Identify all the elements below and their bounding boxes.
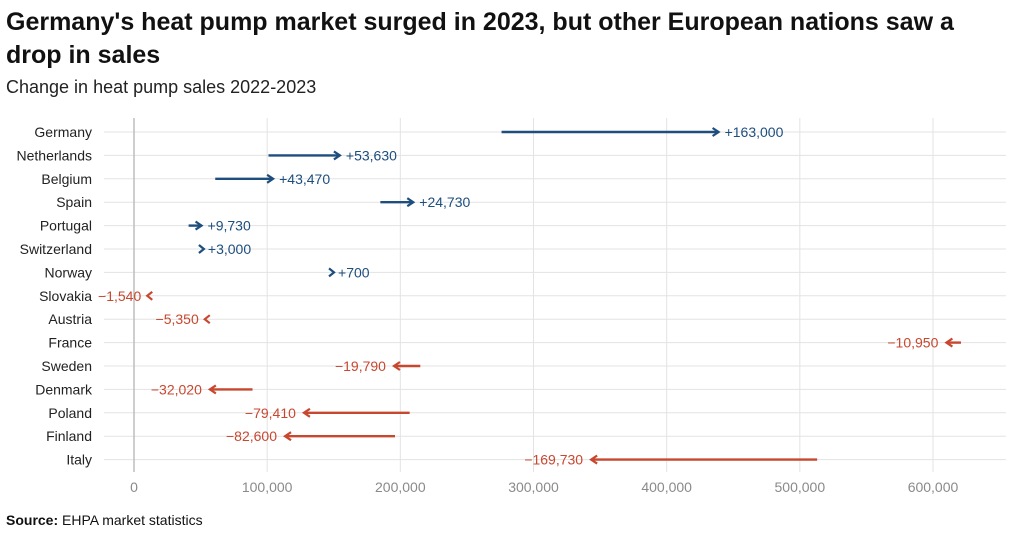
category-label: Switzerland xyxy=(20,241,92,257)
source-label: Source: xyxy=(6,512,59,528)
value-label: +3,000 xyxy=(208,241,251,257)
category-label: Netherlands xyxy=(17,147,93,163)
value-label: +163,000 xyxy=(725,124,784,140)
category-label: Belgium xyxy=(41,171,92,187)
category-label: Portugal xyxy=(40,218,92,234)
value-label: +700 xyxy=(338,264,370,280)
arrow-mark xyxy=(198,244,206,254)
value-label: −32,020 xyxy=(151,381,202,397)
category-label: Sweden xyxy=(41,358,92,374)
value-label: −10,950 xyxy=(887,335,938,351)
value-label: +43,470 xyxy=(279,171,330,187)
arrow-mark xyxy=(145,290,153,301)
x-tick-label: 600,000 xyxy=(908,479,959,495)
arrow-mark xyxy=(203,314,211,325)
value-label: +9,730 xyxy=(208,218,251,234)
gridlines xyxy=(104,118,1006,472)
value-label: −79,410 xyxy=(245,405,296,421)
value-label: −19,790 xyxy=(335,358,386,374)
value-label: +24,730 xyxy=(419,194,470,210)
arrow-marks: +163,000 +53,630 +43,470 +24,730 +9,730 +3,00… xyxy=(98,124,961,468)
value-label: −5,350 xyxy=(156,311,199,327)
category-label: Norway xyxy=(45,264,92,280)
category-label: Denmark xyxy=(35,381,93,397)
chart-title: Germany's heat pump market surged in 202… xyxy=(6,8,954,69)
value-label: +53,630 xyxy=(346,147,397,163)
y-axis-categories: Germany Netherlands Belgium Spain Portugal Sw… xyxy=(17,124,93,468)
x-axis-ticks: 0 100,000 200,000 300,000 400,000 500,000 600,… xyxy=(130,479,958,495)
x-tick-label: 0 xyxy=(130,479,138,495)
source-note: Source: EHPA market statistics xyxy=(6,511,203,529)
arrow-mark xyxy=(328,267,336,278)
chart-subtitle: Change in heat pump sales 2022-2023 xyxy=(6,77,317,97)
value-label: −169,730 xyxy=(524,452,583,468)
category-label: Slovakia xyxy=(39,288,92,304)
x-tick-label: 400,000 xyxy=(641,479,692,495)
category-label: France xyxy=(48,335,92,351)
category-label: Poland xyxy=(48,405,92,421)
category-label: Italy xyxy=(66,452,92,468)
x-tick-label: 100,000 xyxy=(242,479,293,495)
category-label: Austria xyxy=(48,311,92,327)
x-tick-label: 500,000 xyxy=(775,479,826,495)
x-tick-label: 200,000 xyxy=(375,479,426,495)
value-label: −82,600 xyxy=(226,428,277,444)
value-label: −1,540 xyxy=(98,288,141,304)
category-label: Spain xyxy=(56,194,92,210)
category-label: Germany xyxy=(34,124,92,140)
category-label: Finland xyxy=(46,428,92,444)
x-tick-label: 300,000 xyxy=(508,479,559,495)
source-text: EHPA market statistics xyxy=(58,512,203,528)
